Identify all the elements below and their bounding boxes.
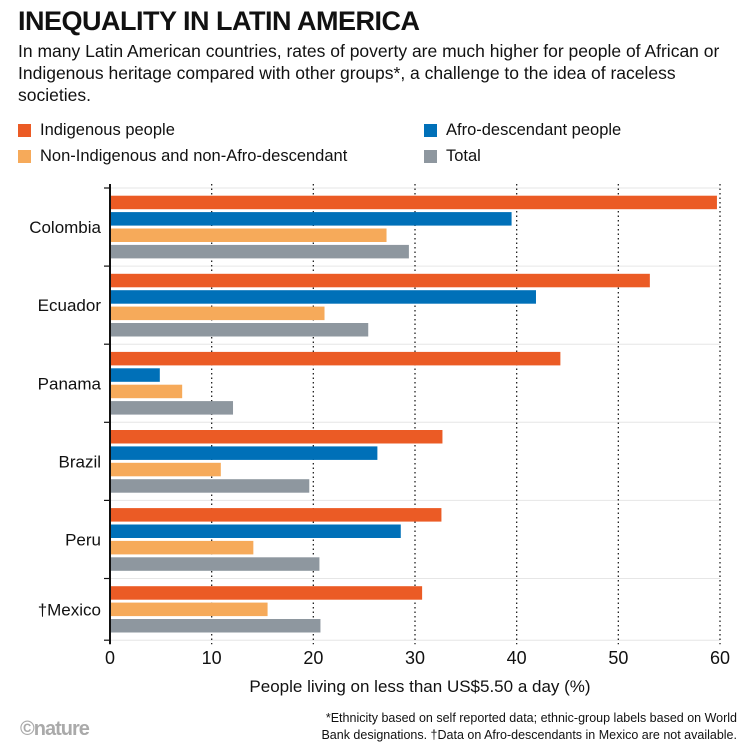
x-tick-label: 10 xyxy=(202,648,222,668)
bar xyxy=(110,446,378,460)
legend-item-afro: Afro-descendant people xyxy=(424,121,621,140)
bar xyxy=(110,401,234,415)
legend-item-total: Total xyxy=(424,147,481,166)
bar xyxy=(110,540,254,555)
bar xyxy=(110,586,423,600)
bar xyxy=(110,368,160,382)
x-tick-label: 30 xyxy=(405,648,425,668)
bar xyxy=(110,524,401,538)
bar xyxy=(110,228,387,242)
bar xyxy=(110,384,183,399)
chart-title: INEQUALITY IN LATIN AMERICA xyxy=(18,6,420,36)
footnote-line: *Ethnicity based on self reported data; … xyxy=(325,711,737,725)
footnote-line: Bank designations. †Data on Afro-descend… xyxy=(321,728,737,742)
x-tick-label: 40 xyxy=(507,648,527,668)
bar xyxy=(110,244,409,259)
category-label: Panama xyxy=(38,374,102,393)
bar xyxy=(110,306,325,321)
bar xyxy=(110,323,369,337)
bar xyxy=(110,430,443,444)
legend-label: Non-Indigenous and non-Afro-descendant xyxy=(40,147,348,165)
bar xyxy=(110,462,221,477)
nature-logo: ©nature xyxy=(20,718,90,740)
category-label: †Mexico xyxy=(38,600,101,619)
bar xyxy=(110,351,561,366)
bar xyxy=(110,602,268,617)
x-tick-label: 20 xyxy=(303,648,323,668)
bar xyxy=(110,619,321,633)
bar xyxy=(110,290,536,304)
footnote: *Ethnicity based on self reported data; … xyxy=(217,710,737,744)
category-label: Ecuador xyxy=(38,296,102,315)
x-axis-label: People living on less than US$5.50 a day… xyxy=(249,677,590,696)
x-tick-label: 0 xyxy=(105,648,115,668)
bar xyxy=(110,557,320,571)
legend-label: Afro-descendant people xyxy=(446,121,622,139)
bar xyxy=(110,273,650,288)
bar xyxy=(110,479,310,493)
legend-label: Total xyxy=(446,147,481,165)
chart-subtitle: In many Latin American countries, rates … xyxy=(18,41,720,105)
legend-swatch xyxy=(424,150,437,163)
x-tick-label: 50 xyxy=(608,648,628,668)
legend-item-indigenous: Indigenous people xyxy=(18,121,175,140)
legend-swatch xyxy=(424,124,437,137)
category-label: Peru xyxy=(65,530,101,549)
bar xyxy=(110,508,442,522)
legend-swatch xyxy=(18,150,31,163)
bar xyxy=(110,195,717,210)
category-label: Colombia xyxy=(29,218,101,237)
bar xyxy=(110,212,512,226)
legend-swatch xyxy=(18,124,31,137)
legend-item-non: Non-Indigenous and non-Afro-descendant xyxy=(18,147,347,166)
category-label: Brazil xyxy=(58,452,101,471)
x-tick-label: 60 xyxy=(710,648,730,668)
legend-label: Indigenous people xyxy=(40,121,175,139)
